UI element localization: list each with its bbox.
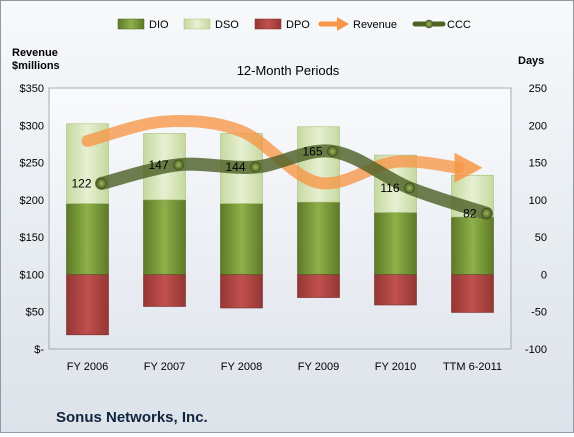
y-right-ticks: 250 200 150 100 50 0 -50 -100 — [525, 83, 547, 356]
y-right-axis-title: Days — [518, 55, 544, 67]
y-left-tick-label: $300 — [20, 120, 44, 132]
bar-dio — [143, 199, 186, 275]
ccc-point — [96, 178, 107, 189]
bar-dpo — [143, 274, 186, 307]
ccc-point — [327, 146, 338, 157]
x-category-label: FY 2010 — [375, 361, 416, 373]
y-left-tick-label: $- — [34, 344, 44, 356]
ccc-data-label: 116 — [380, 181, 399, 195]
bar-dpo — [374, 274, 417, 306]
legend-label-dso: DSO — [215, 19, 239, 31]
legend-swatch-revenue — [318, 17, 349, 31]
x-axis-categories: FY 2006 FY 2007 FY 2008 FY 2009 FY 2010 TTM 6… — [67, 361, 502, 373]
x-category-label: FY 2006 — [67, 361, 108, 373]
bars-layer — [66, 123, 494, 336]
legend-swatch-ccc — [412, 19, 446, 29]
company-name: Sonus Networks, Inc. — [56, 409, 208, 426]
y-right-tick-label: 100 — [529, 195, 547, 207]
legend: DIO DSO DPO Revenue CCC — [117, 17, 471, 31]
y-left-tick-label: $250 — [20, 158, 44, 170]
ccc-point — [481, 207, 492, 219]
bar-dio — [451, 216, 494, 275]
y-left-ticks: $350 $300 $250 $200 $150 $100 $50 $- — [20, 83, 45, 356]
y-left-axis-title: Revenue $millions — [12, 47, 61, 72]
legend-swatch-dso — [183, 18, 211, 30]
legend-swatch-dpo — [254, 18, 282, 30]
bar-dso — [297, 126, 340, 203]
bar-dpo — [297, 274, 340, 298]
y-right-tick-label: 200 — [529, 120, 547, 132]
bar-dio — [220, 203, 263, 275]
y-left-axis-title-line1: Revenue — [12, 47, 58, 59]
x-category-label: FY 2009 — [298, 361, 339, 373]
ccc-data-label: 147 — [148, 158, 168, 172]
y-right-tick-label: -50 — [531, 307, 547, 319]
ccc-series: 122 147 144 165 116 82 — [71, 144, 493, 220]
y-left-axis-title-line2: $millions — [12, 60, 60, 72]
ccc-point — [404, 182, 415, 194]
revenue-arrowhead — [454, 152, 483, 183]
ccc-point — [173, 159, 184, 171]
y-right-tick-label: 150 — [529, 158, 547, 170]
legend-swatch-dio — [117, 18, 145, 30]
x-category-label: FY 2008 — [221, 361, 262, 373]
ccc-data-label: 82 — [463, 206, 477, 220]
ccc-data-label: 165 — [302, 144, 322, 158]
y-right-tick-label: 0 — [541, 269, 547, 281]
chart-title: 12-Month Periods — [237, 63, 340, 78]
ccc-data-label: 144 — [225, 160, 245, 174]
ccc-point — [250, 161, 261, 173]
ccc-data-label: 122 — [71, 176, 91, 190]
y-left-tick-label: $150 — [20, 232, 44, 244]
bar-dio — [66, 203, 109, 275]
x-category-label: FY 2007 — [144, 361, 185, 373]
bar-dpo — [451, 274, 494, 313]
y-left-tick-label: $200 — [20, 195, 44, 207]
y-right-tick-label: -100 — [525, 344, 547, 356]
y-left-tick-label: $50 — [26, 307, 44, 319]
bar-dio — [374, 212, 417, 275]
y-right-tick-label: 250 — [529, 83, 547, 95]
legend-label-dpo: DPO — [286, 19, 310, 31]
bar-dio — [297, 201, 340, 275]
y-right-tick-label: 50 — [535, 232, 547, 244]
legend-label-dio: DIO — [149, 19, 169, 31]
x-category-label: TTM 6-2011 — [443, 361, 502, 373]
legend-label-ccc: CCC — [447, 19, 471, 31]
legend-label-revenue: Revenue — [353, 19, 397, 31]
y-left-tick-label: $100 — [20, 269, 44, 281]
bar-dpo — [220, 274, 263, 309]
bar-dpo — [66, 274, 109, 336]
y-left-tick-label: $350 — [20, 83, 44, 95]
